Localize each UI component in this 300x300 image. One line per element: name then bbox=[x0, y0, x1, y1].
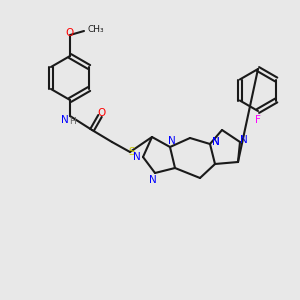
Text: O: O bbox=[98, 108, 106, 118]
Text: N: N bbox=[168, 136, 176, 146]
Text: CH₃: CH₃ bbox=[88, 26, 105, 34]
Text: N: N bbox=[133, 152, 141, 162]
Text: N: N bbox=[240, 135, 248, 145]
Text: N: N bbox=[61, 115, 69, 125]
Text: F: F bbox=[255, 115, 261, 125]
Text: S: S bbox=[129, 147, 135, 157]
Text: O: O bbox=[66, 28, 74, 38]
Text: H: H bbox=[70, 118, 76, 127]
Text: N: N bbox=[149, 175, 157, 185]
Text: N: N bbox=[212, 137, 220, 147]
Text: N: N bbox=[212, 137, 220, 147]
